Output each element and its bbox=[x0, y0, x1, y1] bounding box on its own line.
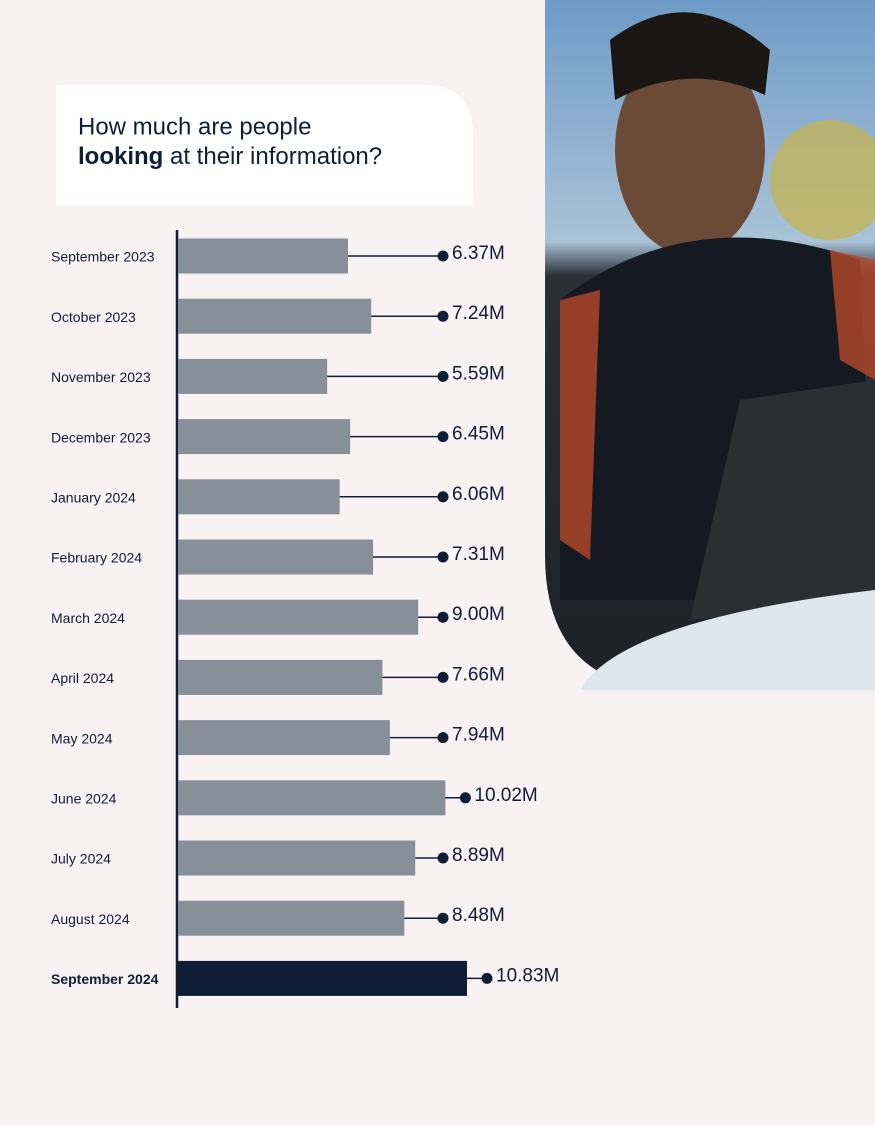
bar bbox=[178, 840, 416, 876]
category-label: November 2023 bbox=[51, 369, 151, 385]
bar bbox=[178, 298, 372, 334]
bar bbox=[178, 780, 446, 816]
leader-dot bbox=[481, 972, 493, 984]
value-label: 8.89M bbox=[452, 845, 505, 866]
leader-dot bbox=[437, 551, 449, 563]
category-label: September 2023 bbox=[51, 249, 155, 265]
chart-title-emphasis: looking bbox=[78, 143, 163, 170]
category-label: September 2024 bbox=[51, 971, 159, 987]
photo bbox=[545, 0, 875, 690]
leader-dot bbox=[437, 732, 449, 744]
leader-dot bbox=[437, 671, 449, 683]
chart-title: looking at their information? bbox=[78, 143, 382, 170]
value-label: 10.83M bbox=[496, 965, 559, 986]
category-label: May 2024 bbox=[51, 730, 113, 746]
category-label: June 2024 bbox=[51, 791, 117, 807]
value-label: 7.66M bbox=[452, 664, 505, 685]
category-label: August 2024 bbox=[51, 911, 130, 927]
value-label: 6.06M bbox=[452, 484, 505, 505]
category-label: March 2024 bbox=[51, 610, 125, 626]
bar bbox=[178, 659, 383, 695]
value-label: 7.31M bbox=[452, 544, 505, 565]
value-label: 6.37M bbox=[452, 243, 505, 264]
leader-dot bbox=[437, 431, 449, 443]
chart-title: at their information? bbox=[170, 143, 382, 170]
leader-dot bbox=[437, 852, 449, 864]
value-label: 8.48M bbox=[452, 905, 505, 926]
leader-dot bbox=[437, 912, 449, 924]
bar bbox=[178, 720, 390, 756]
value-label: 9.00M bbox=[452, 604, 505, 625]
value-label: 7.24M bbox=[452, 303, 505, 324]
category-label: February 2024 bbox=[51, 550, 142, 566]
value-label: 5.59M bbox=[452, 363, 505, 384]
leader-dot bbox=[437, 491, 449, 503]
category-label: January 2024 bbox=[51, 490, 136, 506]
category-label: July 2024 bbox=[51, 851, 111, 867]
bar bbox=[178, 419, 351, 455]
category-label: December 2023 bbox=[51, 429, 151, 445]
category-label: October 2023 bbox=[51, 309, 136, 325]
bar bbox=[178, 539, 374, 575]
leader-dot bbox=[437, 250, 449, 262]
bar bbox=[178, 358, 328, 394]
leader-dot bbox=[437, 611, 449, 623]
bar bbox=[178, 960, 467, 996]
leader-dot bbox=[437, 310, 449, 322]
value-label: 6.45M bbox=[452, 424, 505, 445]
leader-dot bbox=[437, 370, 449, 382]
leader-dot bbox=[459, 792, 471, 804]
bar bbox=[178, 238, 348, 274]
title-box bbox=[56, 85, 473, 205]
bar bbox=[178, 599, 419, 635]
category-label: April 2024 bbox=[51, 670, 114, 686]
value-label: 10.02M bbox=[474, 785, 537, 806]
value-label: 7.94M bbox=[452, 725, 505, 746]
bar bbox=[178, 900, 405, 936]
chart-title: How much are people bbox=[78, 113, 311, 140]
bar bbox=[178, 479, 340, 515]
